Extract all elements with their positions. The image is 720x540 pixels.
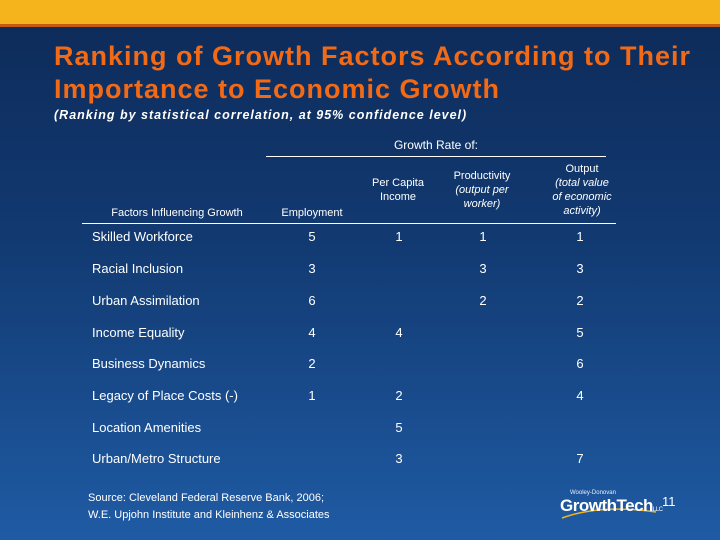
factor-name: Location Amenities	[92, 420, 202, 435]
table-row: Urban/Metro Structure 3 7	[82, 451, 616, 471]
rank-productivity: 3	[479, 261, 487, 276]
factor-name: Legacy of Place Costs (-)	[92, 388, 238, 403]
column-header-employment: Employment	[270, 160, 354, 220]
rank-employment: 5	[308, 229, 316, 244]
rank-employment: 3	[308, 261, 316, 276]
logo-suffix: LLC	[652, 507, 663, 513]
productivity-line-2: (output per	[455, 184, 509, 196]
slide-subtitle: (Ranking by statistical correlation, at …	[54, 108, 468, 122]
source-note: Source: Cleveland Federal Reserve Bank, …	[88, 490, 388, 524]
rank-output: 4	[576, 388, 584, 403]
rank-productivity: 2	[479, 293, 487, 308]
table-row: Urban Assimilation 6 2 2	[82, 293, 616, 313]
table-row: Legacy of Place Costs (-) 1 2 4	[82, 388, 616, 408]
top-accent-line	[0, 24, 720, 27]
rank-output: 7	[576, 451, 584, 466]
source-line-1: Source: Cleveland Federal Reserve Bank, …	[88, 492, 325, 504]
rank-output: 2	[576, 293, 584, 308]
factor-name: Urban/Metro Structure	[92, 451, 221, 466]
logo-brand-text: GrowthTech	[560, 496, 653, 515]
per-capita-line-1: Per Capita	[372, 177, 424, 189]
productivity-line-3: worker)	[463, 198, 501, 210]
output-line-2: (total value	[555, 177, 609, 189]
rank-employment: 4	[308, 325, 316, 340]
rank-per-capita-income: 3	[395, 451, 403, 466]
rank-output: 5	[576, 325, 584, 340]
rank-per-capita-income: 4	[395, 325, 403, 340]
table-row: Skilled Workforce 5 1 1 1	[82, 229, 616, 249]
column-header-factor-label: Factors Influencing Growth	[111, 207, 243, 219]
top-accent-bar	[0, 0, 720, 24]
logo-brand: GrowthTechLLC	[560, 496, 663, 516]
group-header-rule	[266, 156, 606, 157]
logo-swoosh-icon	[561, 508, 657, 519]
output-line-3: of economic	[552, 191, 612, 203]
factor-name: Skilled Workforce	[92, 229, 193, 244]
productivity-line-1: Productivity	[453, 170, 511, 182]
table-row: Income Equality 4 4 5	[82, 325, 616, 345]
rank-per-capita-income: 5	[395, 420, 403, 435]
factor-name: Urban Assimilation	[92, 293, 200, 308]
table-row: Racial Inclusion 3 3 3	[82, 261, 616, 281]
page-number: 11	[662, 494, 676, 509]
table-row: Location Amenities 5	[82, 420, 616, 440]
column-header-employment-label: Employment	[281, 207, 343, 219]
factor-name: Racial Inclusion	[92, 261, 184, 276]
column-header-per-capita-income: Per Capita Income	[364, 160, 432, 220]
rank-per-capita-income: 2	[395, 388, 403, 403]
growthtech-logo: Wooley-Donovan GrowthTechLLC	[560, 490, 670, 520]
output-line-1: Output	[565, 163, 599, 175]
rank-employment: 1	[308, 388, 316, 403]
rank-employment: 2	[308, 356, 316, 371]
table-header-rule	[82, 223, 616, 224]
source-line-2: W.E. Upjohn Institute and Kleinhenz & As…	[88, 509, 330, 521]
rank-output: 6	[576, 356, 584, 371]
rank-output: 1	[576, 229, 584, 244]
per-capita-line-2: Income	[379, 191, 417, 203]
rank-output: 3	[576, 261, 584, 276]
output-line-4: activity)	[563, 205, 601, 217]
column-header-productivity: Productivity (output per worker)	[440, 160, 524, 220]
rank-per-capita-income: 1	[395, 229, 403, 244]
factor-name: Business Dynamics	[92, 356, 206, 371]
rank-employment: 6	[308, 293, 316, 308]
slide-title: Ranking of Growth Factors According to T…	[54, 41, 692, 104]
factor-name: Income Equality	[92, 325, 185, 340]
logo-company-name: Wooley-Donovan	[570, 490, 616, 496]
table-row: Business Dynamics 2 6	[82, 356, 616, 376]
growth-rate-group-header: Growth Rate of:	[393, 138, 479, 152]
column-header-output: Output (total value of economic activity…	[540, 160, 624, 220]
rank-productivity: 1	[479, 229, 487, 244]
column-header-factor: Factors Influencing Growth	[92, 160, 262, 220]
